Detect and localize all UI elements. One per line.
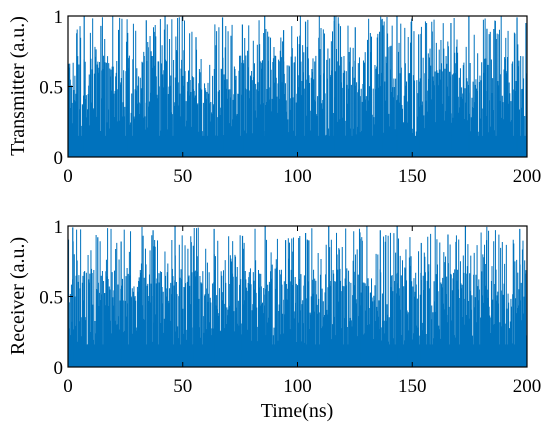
x-tick-label: 200	[513, 166, 542, 187]
x-tick-label: 100	[283, 166, 312, 187]
y-tick-label: 0	[54, 358, 64, 379]
x-tick-label: 200	[513, 376, 542, 397]
receiver-panel: 0 50 100 150 200 00.51 Receiver (a.u.) Time(…	[7, 217, 541, 422]
receiver-y-ticks: 00.51	[39, 217, 73, 379]
transmitter-y-ticks: 00.51	[39, 7, 73, 169]
x-axis-label: Time(ns)	[261, 400, 334, 422]
dense-pulse-band	[68, 135, 527, 157]
y-tick-label: 0	[54, 148, 64, 169]
x-tick-label: 0	[63, 166, 73, 187]
x-tick-label: 50	[173, 166, 192, 187]
y-tick-label: 1	[54, 7, 64, 28]
transmitter-x-ticks: 0 50 100 150 200	[63, 16, 541, 187]
dense-pulse-band	[68, 344, 527, 367]
x-tick-label: 150	[398, 166, 427, 187]
transmitter-y-axis-label: Transmitter (a.u.)	[7, 16, 29, 156]
y-tick-label: 0.5	[39, 288, 63, 309]
receiver-y-axis-label: Receiver (a.u.)	[7, 237, 29, 355]
transmitter-panel: 0 50 100 150 200 00.51 Transmitter (a.u.)	[7, 7, 541, 187]
x-tick-label: 50	[173, 376, 192, 397]
transmitter-plot-area	[67, 16, 528, 157]
x-tick-label: 0	[63, 376, 73, 397]
y-tick-label: 0.5	[39, 78, 63, 99]
y-tick-label: 1	[54, 217, 64, 238]
receiver-x-ticks: 0 50 100 150 200	[63, 226, 541, 397]
x-tick-label: 150	[398, 376, 427, 397]
receiver-plot-area	[67, 226, 528, 367]
x-tick-label: 100	[283, 376, 312, 397]
